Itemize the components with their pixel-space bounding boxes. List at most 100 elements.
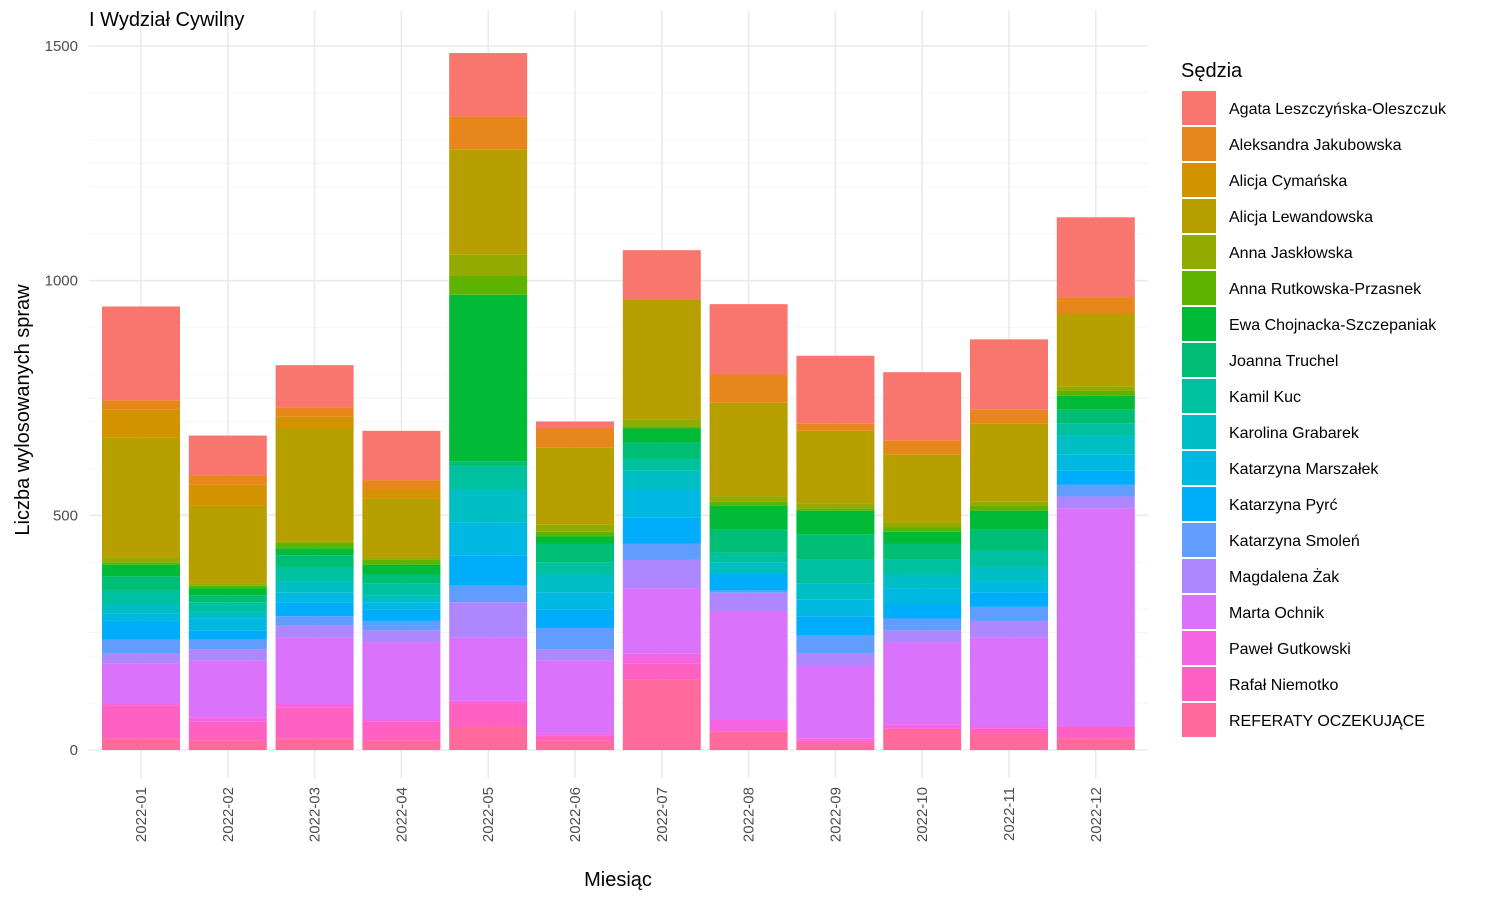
bar-segment: Aleksandra Jakubowska 2022-10: 30 bbox=[883, 440, 962, 455]
bar-segment: Ewa Chojnacka-Szczepaniak 2022-05: 355 bbox=[449, 294, 528, 462]
bar-segment: Ewa Chojnacka-Szczepaniak 2022-11: 40 bbox=[970, 510, 1048, 530]
bar-segment: Anna Jaskłowska 2022-04: 5 bbox=[362, 557, 441, 560]
x-tick-label: 2022-08 bbox=[741, 787, 758, 842]
bar-segment: REFERATY OCZEKUJĄCE 2022-09: 15 bbox=[796, 742, 875, 750]
legend-label: Alicja Lewandowska bbox=[1229, 209, 1373, 226]
bar-segment: Ewa Chojnacka-Szczepaniak 2022-01: 25 bbox=[102, 564, 180, 577]
bar-segment: Magdalena Żak 2022-08: 40 bbox=[709, 592, 788, 612]
bar-segment: Magdalena Żak 2022-01: 20 bbox=[102, 653, 180, 664]
bar-segment: Joanna Truchel 2022-09: 55 bbox=[796, 534, 875, 560]
bar-segment: Alicja Cymańska 2022-04: 20 bbox=[362, 489, 441, 499]
bar-segment: Anna Jaskłowska 2022-06: 15 bbox=[536, 524, 614, 532]
bar-segment: Kamil Kuc 2022-10: 30 bbox=[883, 559, 962, 574]
bar-segment: Magdalena Żak 2022-09: 25 bbox=[796, 653, 875, 666]
bar-segment: Anna Rutkowska-Przasnek 2022-03: 10 bbox=[275, 543, 354, 549]
bar-segment: Kamil Kuc 2022-03: 30 bbox=[275, 566, 354, 582]
bar-segment: Marta Ochnik 2022-06: 155 bbox=[536, 660, 614, 734]
bar-segment: Anna Rutkowska-Przasnek 2022-01: 5 bbox=[102, 562, 180, 565]
bar-segment: Anna Rutkowska-Przasnek 2022-09: 5 bbox=[796, 508, 875, 511]
bar-segment: Katarzyna Smoleń 2022-02: 20 bbox=[188, 639, 267, 650]
legend-label: Joanna Truchel bbox=[1229, 353, 1338, 370]
bar-segment: Katarzyna Smoleń 2022-01: 30 bbox=[102, 639, 180, 654]
legend-label: Agata Leszczyńska-Oleszczuk bbox=[1229, 101, 1447, 118]
bar-segment: Rafał Niemotko 2022-11: 10 bbox=[970, 728, 1048, 734]
bar-segment: Katarzyna Pyrć 2022-12: 30 bbox=[1056, 470, 1135, 485]
bar-segment: Paweł Gutkowski 2022-03: 10 bbox=[275, 703, 354, 708]
bar-segment: Karolina Grabarek 2022-02: 15 bbox=[188, 611, 267, 619]
legend-label: REFERATY OCZEKUJĄCE bbox=[1229, 713, 1425, 730]
bar-segment: Katarzyna Smoleń 2022-09: 40 bbox=[796, 635, 875, 654]
bar-segment: Alicja Lewandowska 2022-02: 165 bbox=[188, 505, 267, 584]
bar-segment: Katarzyna Pyrć 2022-08: 35 bbox=[709, 574, 788, 591]
bar-segment: Kamil Kuc 2022-04: 25 bbox=[362, 583, 441, 596]
bar-segment: Joanna Truchel 2022-10: 35 bbox=[883, 543, 962, 560]
bar-segment: Karolina Grabarek 2022-12: 40 bbox=[1056, 435, 1135, 455]
bars-layer: REFERATY OCZEKUJĄCE 2022-01: 25Rafał Nie… bbox=[102, 53, 1135, 750]
bar-segment: Rafał Niemotko 2022-03: 65 bbox=[275, 707, 354, 739]
bar-segment: Anna Rutkowska-Przasnek 2022-04: 10 bbox=[362, 559, 441, 565]
bar-segment: Katarzyna Pyrć 2022-11: 30 bbox=[970, 592, 1048, 607]
bar-segment: REFERATY OCZEKUJĄCE 2022-12: 25 bbox=[1056, 738, 1135, 750]
bar-segment: Aleksandra Jakubowska 2022-09: 15 bbox=[796, 423, 875, 431]
bar-segment: Anna Rutkowska-Przasnek 2022-08: 10 bbox=[709, 501, 788, 506]
legend-swatch bbox=[1182, 91, 1216, 125]
bar-segment: Marta Ochnik 2022-03: 140 bbox=[275, 637, 354, 704]
bar-segment: Katarzyna Pyrć 2022-01: 40 bbox=[102, 620, 180, 640]
legend-swatch bbox=[1182, 163, 1216, 197]
bar-segment: Joanna Truchel 2022-11: 45 bbox=[970, 529, 1048, 551]
bar-segment: Katarzyna Marszałek 2022-07: 60 bbox=[622, 489, 701, 518]
bar-segment: Kamil Kuc 2022-02: 20 bbox=[188, 602, 267, 612]
bar-segment: Joanna Truchel 2022-04: 20 bbox=[362, 574, 441, 584]
bar-segment: REFERATY OCZEKUJĄCE 2022-06: 20 bbox=[536, 740, 614, 750]
bar-segment: REFERATY OCZEKUJĄCE 2022-05: 50 bbox=[449, 726, 528, 750]
x-tick-label: 2022-09 bbox=[827, 787, 844, 842]
bar-segment: Anna Jaskłowska 2022-11: 10 bbox=[970, 501, 1048, 506]
bar-segment: Anna Jaskłowska 2022-03: 5 bbox=[275, 541, 354, 544]
bar-segment: Ewa Chojnacka-Szczepaniak 2022-03: 15 bbox=[275, 548, 354, 556]
bar-segment: Rafał Niemotko 2022-01: 70 bbox=[102, 705, 180, 739]
bar-segment: Katarzyna Smoleń 2022-10: 25 bbox=[883, 618, 962, 631]
bar-segment: Agata Leszczyńska-Oleszczuk 2022-01: 200 bbox=[102, 306, 180, 401]
bar-segment: Katarzyna Pyrć 2022-06: 40 bbox=[536, 609, 614, 628]
bar-segment: Magdalena Żak 2022-07: 60 bbox=[622, 559, 701, 589]
bar-segment: Joanna Truchel 2022-03: 25 bbox=[275, 555, 354, 567]
bar-segment: Agata Leszczyńska-Oleszczuk 2022-07: 105 bbox=[622, 250, 701, 300]
bar-segment: Karolina Grabarek 2022-04: 15 bbox=[362, 595, 441, 603]
bar-segment: REFERATY OCZEKUJĄCE 2022-11: 35 bbox=[970, 733, 1048, 750]
legend-label: Alicja Cymańska bbox=[1229, 173, 1347, 190]
bar-segment: Katarzyna Marszałek 2022-06: 35 bbox=[536, 592, 614, 610]
bar-segment: Katarzyna Marszałek 2022-04: 15 bbox=[362, 602, 441, 610]
bar-segment: Magdalena Żak 2022-02: 25 bbox=[188, 649, 267, 661]
bar-segment: Alicja Lewandowska 2022-12: 155 bbox=[1056, 313, 1135, 387]
bar-segment: Magdalena Żak 2022-12: 25 bbox=[1056, 496, 1135, 509]
bar-segment: Marta Ochnik 2022-11: 190 bbox=[970, 637, 1048, 727]
bar-segment: Kamil Kuc 2022-05: 50 bbox=[449, 466, 528, 490]
bar-segment: Rafał Niemotko 2022-04: 40 bbox=[362, 721, 441, 741]
bar-segment: Rafał Niemotko 2022-07: 35 bbox=[622, 663, 701, 680]
bar-segment: Katarzyna Marszałek 2022-10: 35 bbox=[883, 588, 962, 605]
bar-segment: Katarzyna Smoleń 2022-07: 35 bbox=[622, 543, 701, 560]
bar-segment: Ewa Chojnacka-Szczepaniak 2022-06: 15 bbox=[536, 536, 614, 544]
bar-segment: Kamil Kuc 2022-08: 20 bbox=[709, 552, 788, 563]
bar-segment: Aleksandra Jakubowska 2022-02: 20 bbox=[188, 475, 267, 485]
bar-segment: Kamil Kuc 2022-09: 50 bbox=[796, 559, 875, 584]
bar-segment: Katarzyna Marszałek 2022-11: 25 bbox=[970, 581, 1048, 593]
bar-segment: Marta Ochnik 2022-07: 140 bbox=[622, 588, 701, 654]
legend-swatch bbox=[1182, 235, 1216, 269]
legend-label: Aleksandra Jakubowska bbox=[1229, 137, 1402, 154]
bar-segment: Anna Jaskłowska 2022-02: 5 bbox=[188, 583, 267, 586]
bar-segment: Agata Leszczyńska-Oleszczuk 2022-11: 150 bbox=[970, 339, 1048, 410]
bar-segment: Karolina Grabarek 2022-08: 25 bbox=[709, 562, 788, 574]
bar-segment: Magdalena Żak 2022-04: 25 bbox=[362, 630, 441, 643]
bar-segment: Paweł Gutkowski 2022-08: 25 bbox=[709, 719, 788, 732]
bar-segment: Katarzyna Smoleń 2022-05: 35 bbox=[449, 585, 528, 603]
legend-label: Paweł Gutkowski bbox=[1229, 641, 1351, 658]
bar-segment: Karolina Grabarek 2022-05: 70 bbox=[449, 489, 528, 523]
bar-segment: Kamil Kuc 2022-11: 35 bbox=[970, 550, 1048, 567]
bar-segment: Paweł Gutkowski 2022-07: 20 bbox=[622, 653, 701, 664]
bar-segment: Katarzyna Pyrć 2022-04: 25 bbox=[362, 609, 441, 621]
legend: Sędzia Agata Leszczyńska-Oleszczuk Aleksa… bbox=[1181, 60, 1447, 737]
legend-label: Katarzyna Smoleń bbox=[1229, 533, 1360, 550]
legend-label: Katarzyna Pyrć bbox=[1229, 497, 1337, 514]
